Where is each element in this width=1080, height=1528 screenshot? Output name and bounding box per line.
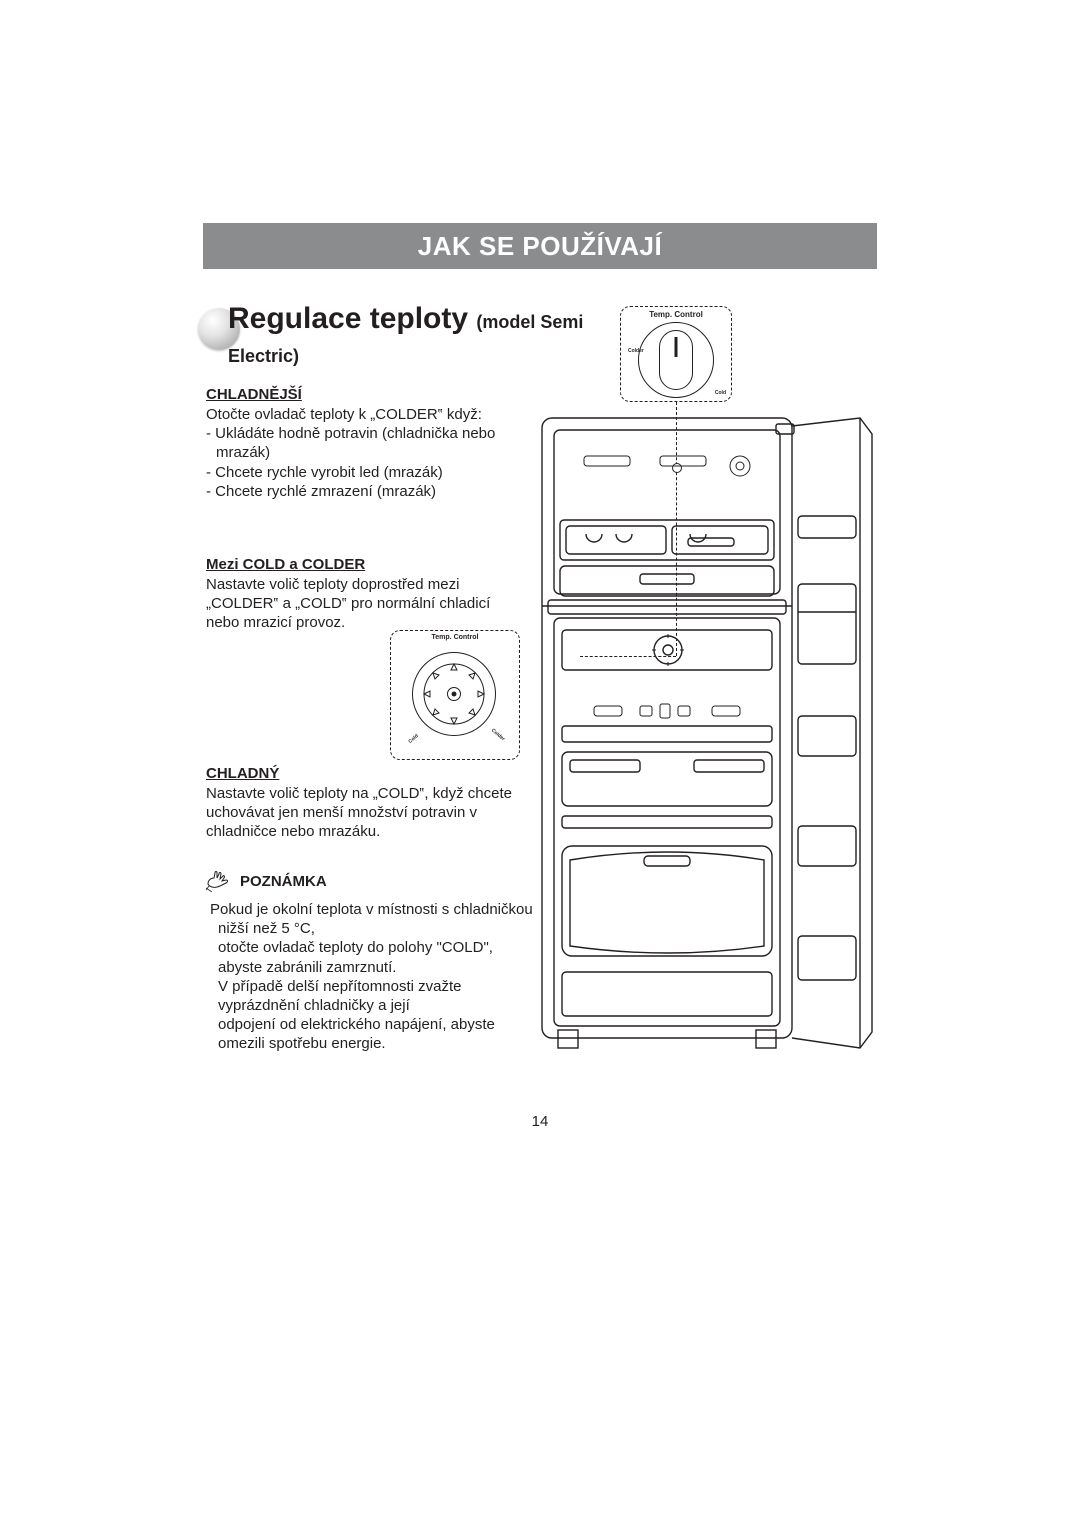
section-colder: CHLADNĚJŠÍ Otočte ovladač teploty k „COL…	[206, 386, 536, 501]
manual-page: JAK SE POUŽÍVAJÍ Regulace teploty (model…	[0, 0, 1080, 1528]
dial-face	[638, 322, 714, 398]
note-header: POZNÁMKA	[206, 870, 536, 892]
note-line: otočte ovladač teploty do polohy "COLD",…	[218, 939, 493, 975]
section-heading: CHLADNÝ	[206, 765, 536, 782]
page-number: 14	[0, 1113, 1080, 1130]
section-text: Nastavte volič teploty na „COLD‟, když c…	[206, 784, 536, 842]
bullet-item: - Ukládáte hodně potravin (chladnička ne…	[206, 424, 536, 462]
dial-hub-icon	[447, 687, 461, 701]
note-body: Pokud je okolní teplota v místnosti s ch…	[206, 900, 536, 1054]
section-bullets: - Ukládáte hodně potravin (chladnička ne…	[206, 424, 536, 501]
section-cold: CHLADNÝ Nastavte volič teploty na „COLD‟…	[206, 765, 536, 842]
note-line: Pokud je okolní teplota v místnosti s ch…	[210, 901, 533, 937]
section-heading: CHLADNĚJŠÍ	[206, 386, 536, 403]
banner-text: JAK SE POUŽÍVAJÍ	[418, 231, 662, 262]
title-text: Regulace teploty (model Semi Electric)	[228, 302, 618, 370]
section-intro: Otočte ovladač teploty k „COLDER‟ když:	[206, 405, 536, 424]
dial-face	[412, 652, 496, 736]
note-hand-icon	[206, 870, 232, 892]
note-line: V případě delší nepřítomnosti zvažte vyp…	[218, 978, 461, 1014]
section-heading: Mezi COLD a COLDER	[206, 556, 506, 573]
bullet-item: - Chcete rychle vyrobit led (mrazák)	[206, 463, 536, 482]
title-main: Regulace teploty	[228, 302, 468, 335]
note-line: odpojení od elektrického napájení, abyst…	[218, 1016, 495, 1052]
section-text: Nastavte volič teploty doprostřed mezi „…	[206, 575, 506, 633]
note-label: POZNÁMKA	[240, 873, 327, 890]
dial-colder-label: Colder	[628, 348, 644, 354]
temp-control-dial-diagram: Temp. Control Cold Colder	[390, 630, 520, 760]
note-block: POZNÁMKA Pokud je okolní teplota v místn…	[206, 870, 536, 1054]
dial-knob-icon	[659, 330, 693, 390]
refrigerator-diagram	[540, 416, 880, 1056]
page-title: Regulace teploty (model Semi Electric)	[198, 302, 618, 354]
dial-label: Temp. Control	[390, 634, 520, 641]
temp-control-dial-callout: Temp. Control Colder Cold	[620, 306, 732, 402]
bullet-item: - Chcete rychlé zmrazení (mrazák)	[206, 482, 536, 501]
section-between: Mezi COLD a COLDER Nastavte volič teplot…	[206, 556, 506, 633]
dial-label: Temp. Control	[620, 310, 732, 319]
dial-cold-label: Cold	[715, 390, 726, 396]
section-banner: JAK SE POUŽÍVAJÍ	[203, 223, 877, 269]
